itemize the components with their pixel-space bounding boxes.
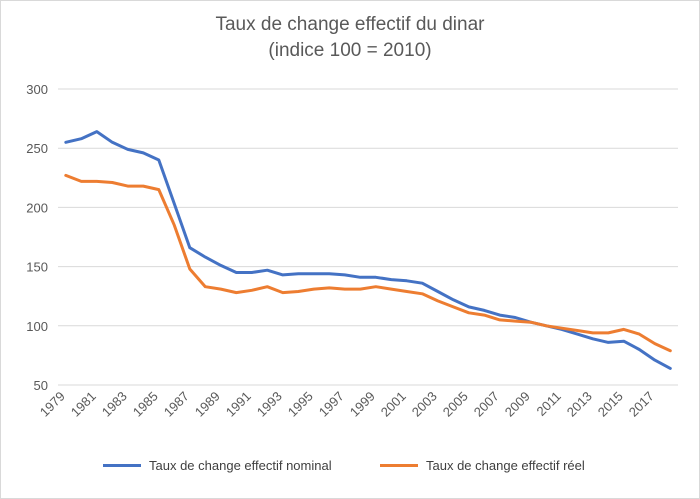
y-tick-label: 250	[26, 141, 48, 156]
chart-subtitle: (indice 100 = 2010)	[268, 40, 432, 61]
y-tick-label: 200	[26, 200, 48, 215]
series-line-nominal	[64, 130, 672, 370]
x-tick-label: 1985	[130, 389, 161, 420]
x-tick-label: 2011	[533, 389, 563, 419]
x-tick-label: 1999	[347, 389, 378, 420]
x-tick-label: 1989	[192, 389, 223, 420]
x-tick-label: 2009	[502, 389, 533, 420]
chart-title: Taux de change effectif du dinar	[215, 14, 485, 35]
x-tick-label: 1987	[161, 389, 192, 420]
legend-item-reel: Taux de change effectif réel	[380, 458, 585, 473]
x-tick-label: 1981	[68, 389, 99, 420]
y-tick-label: 150	[26, 260, 48, 275]
legend-item-nominal: Taux de change effectif nominal	[103, 458, 332, 473]
legend-label-reel: Taux de change effectif réel	[426, 458, 585, 473]
x-tick-label: 1997	[316, 389, 347, 420]
legend-label-nominal: Taux de change effectif nominal	[149, 458, 332, 473]
legend-swatch-reel	[380, 464, 418, 467]
x-tick-label: 2013	[564, 389, 595, 420]
y-tick-label: 50	[34, 378, 48, 393]
x-tick-label: 2015	[595, 389, 626, 420]
legend-swatch-nominal	[103, 464, 141, 467]
x-tick-label: 1979	[37, 389, 68, 420]
series-lines	[64, 130, 672, 370]
x-tick-label: 1995	[285, 389, 316, 420]
gridlines	[58, 88, 678, 386]
y-tick-label: 100	[26, 319, 48, 334]
x-tick-label: 2003	[409, 389, 440, 420]
x-tick-label: 2007	[471, 389, 502, 420]
x-axis-ticks: 1979 1981 1983 1985 1987 1989 1991 1993 1995 1997…	[37, 389, 657, 420]
y-axis-ticks: 50 100 150 200 250 300	[26, 82, 48, 393]
x-tick-label: 2005	[440, 389, 471, 420]
x-tick-label: 2017	[626, 389, 657, 420]
x-tick-label: 1991	[223, 389, 254, 420]
y-tick-label: 300	[26, 82, 48, 97]
x-tick-label: 2001	[378, 389, 409, 420]
x-tick-label: 1983	[99, 389, 130, 420]
series-line-reel	[64, 173, 672, 353]
x-tick-label: 1993	[254, 389, 285, 420]
